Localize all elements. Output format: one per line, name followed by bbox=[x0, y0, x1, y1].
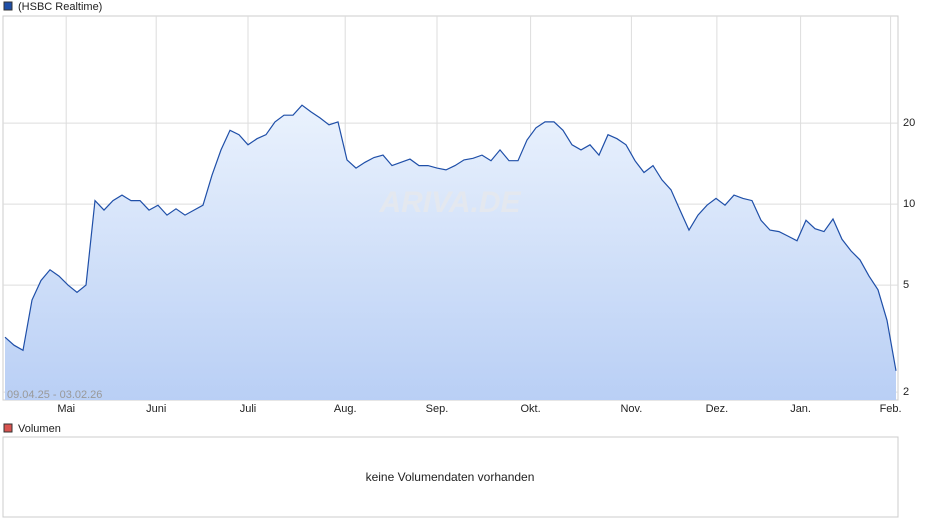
volume-legend: Volumen bbox=[18, 423, 61, 435]
x-tick-label: Juni bbox=[146, 403, 166, 415]
date-range: 09.04.25 - 03.02.26 bbox=[7, 389, 102, 401]
y-tick-label: 20 bbox=[903, 117, 915, 129]
y-tick-label: 10 bbox=[903, 198, 915, 210]
x-tick-label: Sep. bbox=[426, 403, 449, 415]
y-tick-label: 2 bbox=[903, 386, 909, 398]
x-tick-label: Feb. bbox=[880, 403, 902, 415]
volume-frame bbox=[2, 436, 899, 518]
volume-message: keine Volumendaten vorhanden bbox=[366, 470, 535, 484]
x-tick-label: Aug. bbox=[334, 403, 357, 415]
x-tick-label: Okt. bbox=[521, 403, 541, 415]
volume-swatch bbox=[3, 423, 13, 433]
x-tick-label: Nov. bbox=[620, 403, 642, 415]
x-tick-label: Dez. bbox=[706, 403, 729, 415]
x-tick-label: Jan. bbox=[790, 403, 811, 415]
x-tick-label: Mai bbox=[57, 403, 75, 415]
price-line bbox=[4, 104, 897, 371]
legend-label: (HSBC Realtime) bbox=[18, 1, 102, 13]
area bbox=[5, 105, 896, 400]
legend-swatch bbox=[3, 1, 13, 11]
y-tick-label: 5 bbox=[903, 279, 909, 291]
x-tick-label: Juli bbox=[240, 403, 257, 415]
watermark: ARIVA.DE bbox=[378, 186, 521, 219]
